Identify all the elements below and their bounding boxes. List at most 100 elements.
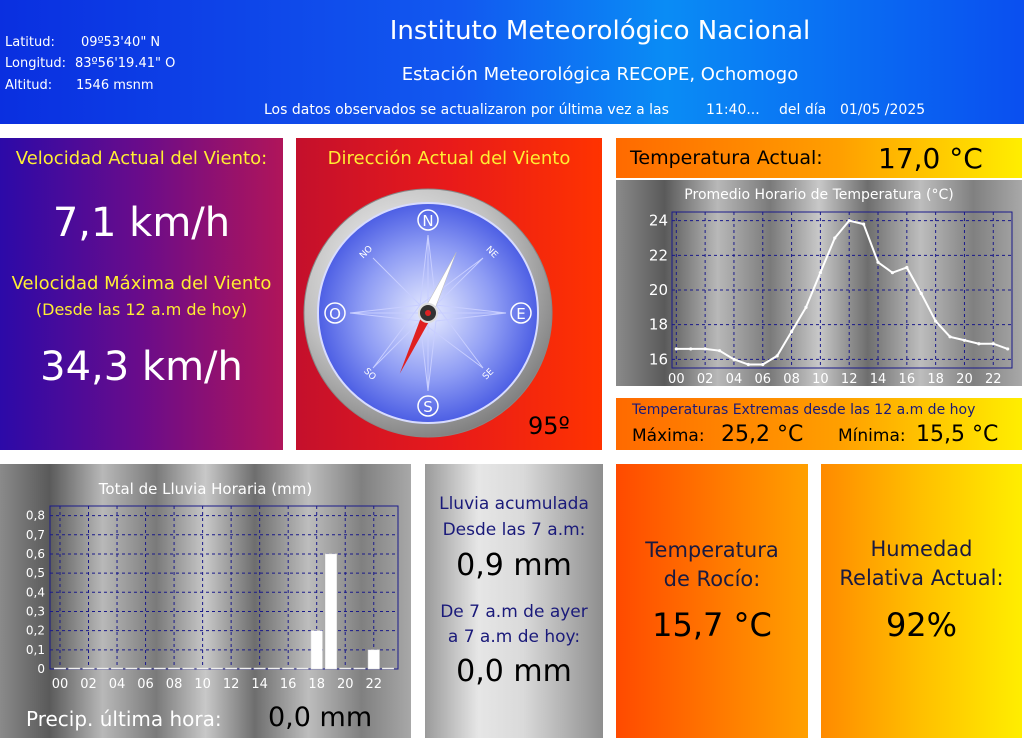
- rain-y-tick-label: 0: [37, 662, 45, 676]
- temperature-y-tick-label: 16: [649, 350, 668, 368]
- page-title: Instituto Meteorológico Nacional: [389, 16, 811, 46]
- temperature-current-value: 17,0 °C: [878, 142, 983, 175]
- temperature-y-tick-label: 18: [649, 316, 668, 334]
- temperature-data-point: [674, 347, 678, 351]
- temperature-data-point: [775, 354, 779, 358]
- wind-current-value: 7,1 km/h: [52, 200, 231, 246]
- west-label: O: [329, 305, 341, 323]
- station-name: Estación Meteorológica RECOPE, Ochomogo: [401, 64, 799, 85]
- temperature-current-panel: Temperatura Actual: 17,0 °C: [616, 138, 1022, 178]
- south-label: S: [423, 398, 433, 416]
- rain-bar: [267, 667, 280, 670]
- rain-bar: [168, 667, 181, 670]
- rain-chart-title: Total de Lluvia Horaria (mm): [98, 480, 313, 498]
- latitude-label: Latitud:: [5, 35, 55, 50]
- rain-bar: [310, 630, 323, 670]
- rain-chart-panel: Total de Lluvia Horaria (mm) 00 02 04 06 08 1…: [0, 464, 411, 738]
- rain-bar: [239, 667, 252, 670]
- update-time: 11:40...: [706, 102, 760, 118]
- rain-x-tick-label: 08: [166, 677, 183, 692]
- temperature-min-value: 15,5 °C: [916, 422, 999, 447]
- dew-point-value: 15,7 °C: [652, 606, 772, 644]
- south-marker-ring: [417, 395, 439, 417]
- temperature-chart-panel: Promedio Horario de Temperatura (°C) 00 0…: [616, 180, 1022, 386]
- temperature-x-tick-label: 10: [812, 372, 829, 386]
- rain-bar: [282, 667, 295, 670]
- compass-hub-dot: [425, 310, 431, 316]
- compass-rose: [349, 234, 507, 392]
- temperature-x-tick-label: 16: [899, 372, 916, 386]
- east-label: E: [516, 305, 525, 323]
- rain-y-tick-label: 0,7: [26, 528, 45, 542]
- rain-since7-value: 0,9 mm: [456, 548, 572, 583]
- temperature-data-point: [746, 362, 750, 367]
- temperature-data-point: [977, 342, 981, 346]
- temperature-max-label: Máxima:: [632, 426, 705, 446]
- rain-x-tick-label: 18: [308, 677, 325, 692]
- temperature-chart: 00 02 04 06 08 10 12 14 16 18 20 22 16 18 20 22 24: [649, 211, 1013, 386]
- rain-bar: [367, 649, 380, 670]
- humidity-label-2: Relativa Actual:: [839, 566, 1004, 590]
- temperature-x-tick-label: 06: [754, 372, 771, 386]
- rain-bar: [139, 667, 152, 670]
- rain-bar: [111, 667, 123, 670]
- altitude-value: 1546 msnm: [76, 78, 154, 93]
- rain-bar: [153, 667, 166, 670]
- wind-direction-label: Dirección Actual del Viento: [327, 148, 571, 169]
- rain-yesterday-label-2: a 7 a.m de hoy:: [447, 627, 581, 647]
- temperature-data-point: [1006, 347, 1010, 351]
- humidity-label-1: Humedad: [870, 537, 973, 561]
- rain-bar: [125, 667, 138, 670]
- temperature-x-tick-label: 02: [697, 372, 714, 386]
- rain-x-tick-label: 14: [251, 677, 268, 692]
- rain-plot-frame: [49, 505, 399, 670]
- rain-bar: [382, 667, 394, 670]
- rain-bar: [253, 667, 266, 670]
- humidity-value: 92%: [885, 606, 958, 644]
- temperature-chart-title: Promedio Horario de Temperatura (°C): [684, 187, 954, 203]
- temperature-data-point: [804, 305, 808, 309]
- rain-bar: [82, 667, 95, 670]
- temperature-data-point: [789, 330, 794, 334]
- rain-bar: [339, 667, 352, 670]
- temperature-series-line: [676, 219, 1009, 366]
- temperature-x-tick-label: 08: [783, 372, 800, 386]
- wind-direction-degrees: 95º: [528, 412, 570, 440]
- longitude-value: 83º56'19.41" O: [75, 56, 176, 71]
- temperature-data-point: [962, 338, 967, 342]
- north-label: N: [422, 212, 433, 230]
- temperature-data-point: [890, 271, 895, 275]
- temperature-data-point: [703, 347, 707, 351]
- temperature-data-point: [717, 349, 722, 353]
- rain-x-tick-label: 06: [137, 677, 154, 692]
- temperature-data-point: [732, 357, 736, 361]
- temperature-data-point: [934, 319, 938, 323]
- humidity-panel: Humedad Relativa Actual: 92%: [821, 464, 1022, 738]
- rain-bar: [182, 667, 195, 670]
- rain-bar: [225, 667, 238, 670]
- compass: N E S O NO NE SO SE: [303, 188, 553, 438]
- update-day-label: del día: [779, 102, 827, 118]
- west-marker-ring: [324, 302, 346, 324]
- update-prefix: Los datos observados se actualizaron por…: [264, 102, 669, 118]
- rain-x-tick-label: 00: [52, 677, 69, 692]
- dew-point-label-1: Temperatura: [645, 538, 779, 562]
- rain-bar: [325, 553, 337, 670]
- temperature-data-point: [876, 260, 880, 264]
- temperature-data-point: [905, 265, 909, 270]
- rain-bar: [353, 667, 366, 670]
- east-marker-ring: [510, 302, 532, 324]
- rain-y-tick-label: 0,5: [26, 566, 45, 580]
- temperature-data-point: [818, 271, 822, 275]
- temperature-y-tick-label: 24: [649, 212, 668, 230]
- rain-x-tick-label: 12: [223, 677, 240, 692]
- rain-bar: [196, 667, 209, 670]
- rain-y-tick-label: 0,1: [26, 643, 45, 657]
- latitude-value: 09º53'40" N: [81, 35, 161, 50]
- temperature-data-point: [689, 347, 693, 351]
- temperature-data-point: [948, 335, 952, 339]
- rain-chart: 00 02 04 06 08 10 12 14 16 18 20 22 0 0,1 0,2 0,3 0,4 0,5…: [26, 505, 399, 692]
- temperature-data-point: [847, 219, 851, 223]
- longitude-label: Longitud:: [5, 56, 67, 71]
- temperature-x-tick-label: 04: [726, 372, 743, 386]
